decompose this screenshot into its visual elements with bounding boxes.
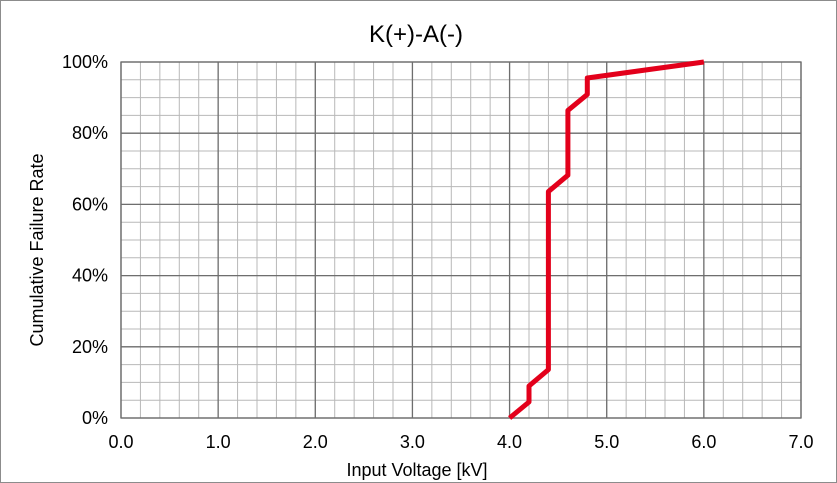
x-tick-label: 5.0 — [594, 432, 619, 452]
x-axis-title: Input Voltage [kV] — [346, 460, 487, 480]
y-tick-label: 100% — [62, 52, 108, 72]
x-tick-label: 0.0 — [108, 432, 133, 452]
series-layer — [508, 59, 705, 420]
x-tick-label: 4.0 — [497, 432, 522, 452]
y-tick-label: 0% — [82, 408, 108, 428]
x-tick-label: 1.0 — [206, 432, 231, 452]
y-tick-label: 80% — [72, 123, 108, 143]
y-tick-label: 40% — [72, 266, 108, 286]
minor-gridlines — [120, 61, 802, 419]
x-axis-tick-labels: 0.0 1.0 2.0 3.0 4.0 5.0 6.0 7.0 — [108, 432, 813, 452]
x-tick-label: 7.0 — [788, 432, 813, 452]
y-axis-tick-labels: 0% 20% 40% 60% 80% 100% — [62, 52, 108, 428]
series-line — [508, 59, 705, 420]
x-tick-label: 2.0 — [303, 432, 328, 452]
y-tick-label: 20% — [72, 337, 108, 357]
y-axis-title: Cumulative Failure Rate — [27, 153, 47, 346]
x-tick-label: 6.0 — [691, 432, 716, 452]
y-tick-label: 60% — [72, 194, 108, 214]
chart-title: K(+)-A(-) — [369, 21, 463, 48]
plot-area-border — [120, 61, 802, 419]
x-tick-label: 3.0 — [400, 432, 425, 452]
major-gridlines — [120, 61, 802, 419]
